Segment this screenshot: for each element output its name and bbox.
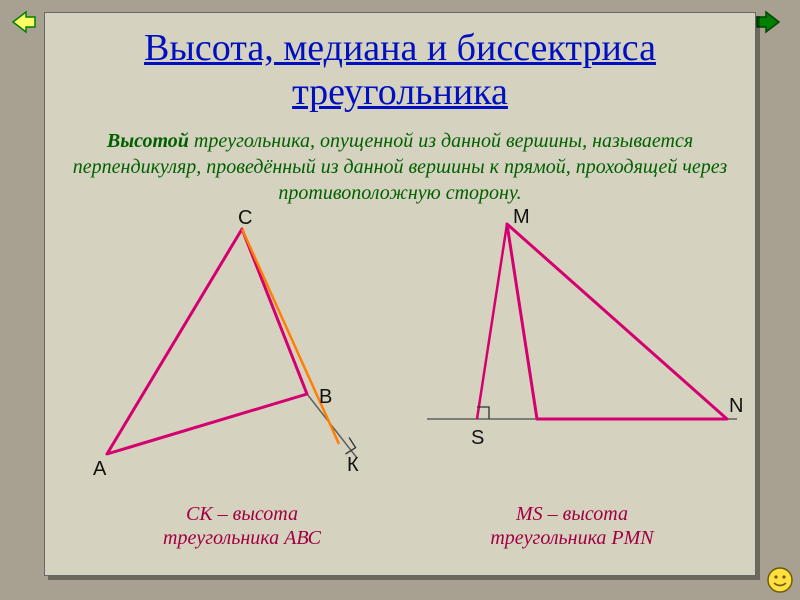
diagrams-area: А В С К М N S СК – высота треугольника А… — [67, 214, 733, 544]
vertex-label-b: В — [319, 386, 332, 409]
slide-title: Высота, медиана и биссектриса треугольни… — [67, 27, 733, 114]
vertex-label-m: М — [513, 206, 530, 229]
diagram-abc — [77, 214, 397, 484]
vertex-label-s: S — [471, 427, 484, 450]
vertex-label-a: А — [93, 458, 106, 481]
slide-panel: Высота, медиана и биссектриса треугольни… — [44, 12, 756, 576]
vertex-label-c: С — [238, 207, 252, 230]
vertex-label-n: N — [729, 395, 743, 418]
diagram-pmn — [407, 214, 757, 474]
definition-text: Высотой треугольника, опущенной из данно… — [67, 128, 733, 206]
nav-back-button[interactable] — [10, 8, 38, 36]
nav-forward-button[interactable] — [754, 8, 782, 36]
vertex-label-k: К — [347, 454, 359, 477]
definition-term: Высотой — [107, 130, 189, 152]
caption-abc: СК – высота треугольника АВС — [127, 502, 357, 550]
smiley-icon — [766, 566, 794, 594]
caption-pmn: MS – высота треугольника PMN — [457, 502, 687, 550]
